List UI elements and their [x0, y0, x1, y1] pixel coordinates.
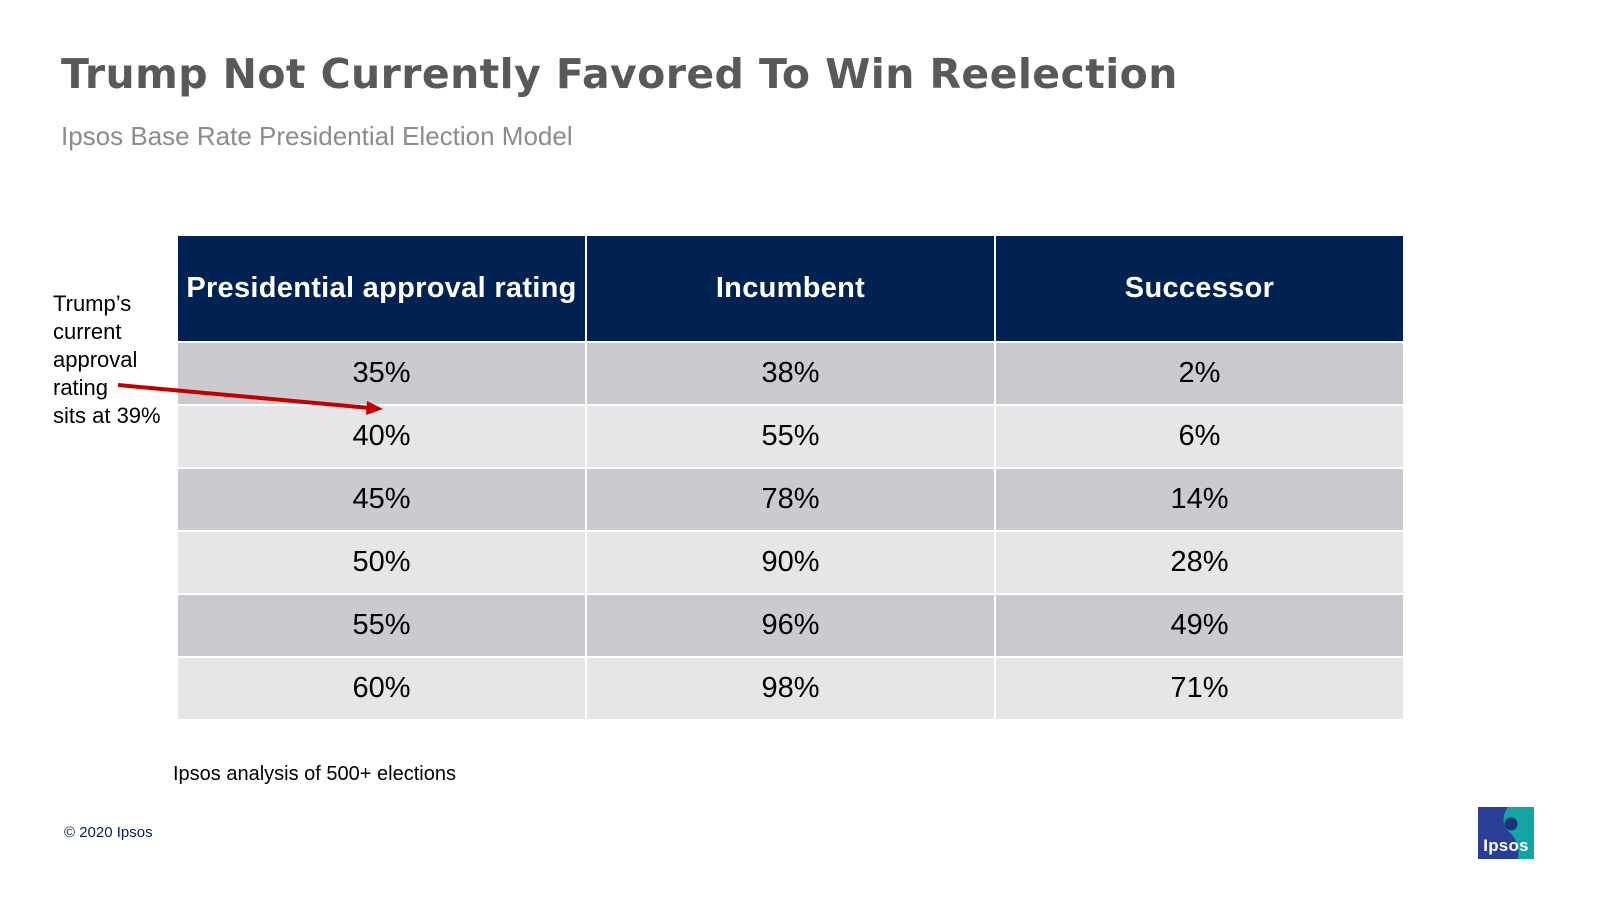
approval-cell: 45%	[176, 467, 587, 532]
annotation-line: sits at 39%	[53, 403, 161, 428]
successor-cell: 71%	[994, 656, 1405, 721]
approval-annotation: Trump’s current approval rating sits at …	[53, 290, 173, 430]
table-row: 55% 96% 49%	[176, 593, 1405, 658]
incumbent-cell: 98%	[585, 656, 996, 721]
ipsos-logo-icon: Ipsos	[1478, 807, 1534, 859]
header-approval-rating: Presidential approval rating	[176, 234, 587, 343]
ipsos-logo-shape	[1478, 807, 1534, 859]
table-row: 40% 55% 6%	[176, 404, 1405, 469]
approval-cell: 40%	[176, 404, 587, 469]
table-row: 45% 78% 14%	[176, 467, 1405, 532]
successor-cell: 14%	[994, 467, 1405, 532]
successor-cell: 2%	[994, 341, 1405, 406]
successor-cell: 28%	[994, 530, 1405, 595]
header-successor: Successor	[994, 234, 1405, 343]
table-row: 50% 90% 28%	[176, 530, 1405, 595]
successor-cell: 6%	[994, 404, 1405, 469]
incumbent-cell: 38%	[585, 341, 996, 406]
approval-cell: 60%	[176, 656, 587, 721]
slide-title: Trump Not Currently Favored To Win Reele…	[61, 50, 1178, 98]
annotation-line: approval	[53, 347, 138, 372]
incumbent-cell: 90%	[585, 530, 996, 595]
table-row: 60% 98% 71%	[176, 656, 1405, 721]
annotation-line: rating	[53, 375, 109, 400]
copyright-notice: © 2020 Ipsos	[64, 824, 153, 841]
successor-cell: 49%	[994, 593, 1405, 658]
logo-wordmark: Ipsos	[1483, 836, 1529, 855]
source-note: Ipsos analysis of 500+ elections	[173, 763, 456, 785]
election-model-table: Presidential approval rating Incumbent S…	[176, 234, 1405, 721]
incumbent-cell: 78%	[585, 467, 996, 532]
incumbent-cell: 55%	[585, 404, 996, 469]
slide-subtitle: Ipsos Base Rate Presidential Election Mo…	[61, 121, 573, 151]
incumbent-cell: 96%	[585, 593, 996, 658]
header-incumbent: Incumbent	[585, 234, 996, 343]
approval-cell: 55%	[176, 593, 587, 658]
annotation-line: Trump’s	[53, 291, 132, 316]
table-header-row: Presidential approval rating Incumbent S…	[176, 234, 1405, 343]
table-row: 35% 38% 2%	[176, 341, 1405, 406]
approval-cell: 35%	[176, 341, 587, 406]
approval-cell: 50%	[176, 530, 587, 595]
annotation-line: current	[53, 319, 122, 344]
